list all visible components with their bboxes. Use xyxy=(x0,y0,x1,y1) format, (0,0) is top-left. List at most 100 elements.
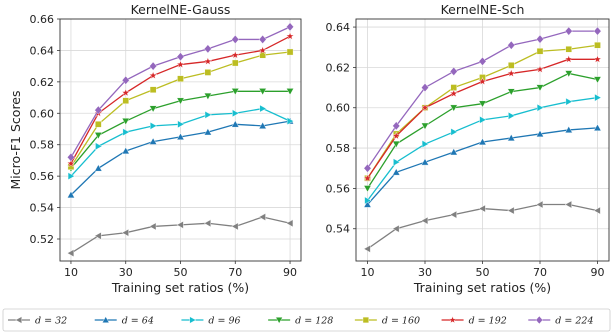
legend-label: d = 128 xyxy=(295,316,333,327)
data-point xyxy=(204,110,212,119)
data-point xyxy=(535,200,544,209)
data-point xyxy=(258,213,266,221)
y-axis-label: Micro-F1 Scores xyxy=(8,90,23,189)
data-point xyxy=(122,128,130,137)
data-point xyxy=(286,88,294,96)
legend-item-d-160: d = 160 xyxy=(354,316,420,327)
data-point xyxy=(478,56,487,66)
data-point xyxy=(363,173,372,182)
data-point xyxy=(121,228,129,237)
data-point xyxy=(565,97,573,106)
y-tick-label: 0.54 xyxy=(326,223,351,236)
y-tick-label: 0.58 xyxy=(30,139,55,152)
data-point xyxy=(94,132,103,140)
data-point xyxy=(363,163,372,173)
legend-label: d = 32 xyxy=(35,316,67,327)
legend-label: d = 96 xyxy=(208,316,240,327)
data-point xyxy=(177,75,184,82)
chart-kernelne-gauss: 0.52 0.54 0.56 0.58 0.60 0.62 0.64 0.66 10 30 50 70… xyxy=(8,2,302,295)
series-d-64 xyxy=(67,117,294,199)
legend-marker xyxy=(535,315,543,325)
data-point xyxy=(231,120,240,128)
data-point xyxy=(176,52,185,62)
data-point xyxy=(478,76,487,86)
legend: d = 32 d = 64 d = 96 d = 128 d = 160 d = 192 d… xyxy=(2,308,611,332)
x-tick-label: 10 xyxy=(64,266,78,279)
y-tick-label: 0.64 xyxy=(326,21,351,34)
y-tick-label: 0.56 xyxy=(326,182,351,195)
y-tick-label: 0.58 xyxy=(326,142,351,155)
legend-item-d-64: d = 64 xyxy=(94,316,154,327)
x-tick-label: 90 xyxy=(591,266,605,279)
legend-marker xyxy=(362,316,369,324)
x-tick-label: 70 xyxy=(533,266,547,279)
data-point xyxy=(285,31,295,40)
data-point xyxy=(232,59,239,67)
data-point xyxy=(204,44,212,54)
data-point xyxy=(94,231,102,240)
x-tick-label: 30 xyxy=(418,266,432,279)
data-point xyxy=(564,70,573,78)
data-point xyxy=(449,210,457,219)
data-point xyxy=(564,54,574,64)
data-point xyxy=(149,86,157,93)
data-point xyxy=(421,158,429,166)
data-point xyxy=(564,26,573,36)
y-tick-label: 0.54 xyxy=(30,202,55,215)
series-d-128 xyxy=(363,70,602,193)
data-point xyxy=(176,132,185,140)
data-point xyxy=(507,40,516,50)
data-point xyxy=(449,148,458,156)
data-point xyxy=(536,84,544,92)
data-point xyxy=(478,100,487,108)
data-point xyxy=(593,26,602,36)
x-tick-label: 70 xyxy=(228,266,242,279)
data-point xyxy=(66,159,76,168)
data-point xyxy=(231,222,239,231)
series-d-96 xyxy=(364,93,602,205)
data-point xyxy=(449,66,458,76)
x-axis-label: Training set ratios (%) xyxy=(413,280,551,295)
legend-label: d = 192 xyxy=(469,316,507,327)
x-tick-label: 90 xyxy=(283,266,297,279)
data-point xyxy=(593,206,601,215)
data-point xyxy=(149,222,157,231)
data-point xyxy=(507,88,516,96)
series-d-32 xyxy=(363,200,601,253)
legend-label: d = 160 xyxy=(382,316,420,327)
data-point xyxy=(565,45,573,53)
legend-item-d-224: d = 224 xyxy=(528,315,594,327)
data-point xyxy=(593,123,602,131)
series-d-192 xyxy=(66,31,295,168)
x-tick-label: 30 xyxy=(119,266,133,279)
data-point xyxy=(94,164,103,172)
data-point xyxy=(67,172,75,181)
legend-item-d-128: d = 128 xyxy=(268,316,333,327)
data-point xyxy=(507,62,515,69)
data-point xyxy=(593,54,602,64)
data-point xyxy=(479,115,487,124)
x-tick-label: 50 xyxy=(174,266,188,279)
data-point xyxy=(176,60,185,69)
series-d-32 xyxy=(66,213,294,258)
data-point xyxy=(593,76,602,84)
data-point xyxy=(121,118,130,126)
x-tick-label: 50 xyxy=(476,266,490,279)
data-point xyxy=(507,133,516,142)
legend-label: d = 64 xyxy=(122,316,154,327)
data-point xyxy=(420,216,429,225)
data-point xyxy=(420,103,430,112)
legend-box xyxy=(2,308,611,332)
y-tick-label: 0.60 xyxy=(326,102,351,115)
data-point xyxy=(232,109,240,118)
data-point xyxy=(536,48,544,55)
data-point xyxy=(392,168,401,176)
data-point xyxy=(392,140,401,149)
data-point xyxy=(449,104,458,112)
data-point xyxy=(121,75,130,85)
data-point xyxy=(536,103,545,112)
data-point xyxy=(95,121,102,128)
legend-marker xyxy=(448,315,457,324)
data-point xyxy=(286,48,294,56)
data-point xyxy=(176,220,184,229)
